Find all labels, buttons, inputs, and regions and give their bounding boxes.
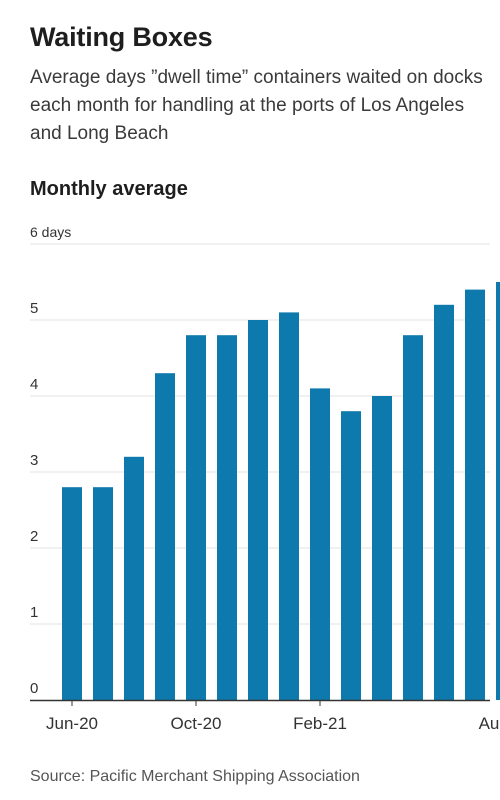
bar [310,388,330,700]
y-tick-label: 4 [30,376,38,393]
chart-subtitle: Average days ”dwell time” containers wai… [30,67,483,144]
bar [186,335,206,700]
bar [248,320,268,700]
x-tick-label: Feb-21 [293,714,347,733]
bar [217,335,237,700]
chart-title: Waiting Boxes [30,22,213,52]
bar [434,304,454,700]
section-label: Monthly average [30,178,188,200]
bar [403,335,423,700]
bar [372,396,392,700]
bar-chart: 0 1 2 3 4 5 6 days Jun-20 Oct-20 Feb-21 Aug-21 [30,224,500,733]
y-tick-label: 0 [30,680,38,697]
x-tick-label: Oct-20 [170,714,221,733]
x-tick-label: Aug-21 [479,714,500,733]
bar [155,373,175,700]
y-tick-label: 6 days [30,224,71,240]
y-tick-label: 2 [30,528,38,545]
bar [465,289,485,700]
bar [62,487,82,700]
bar [93,487,113,700]
bar [496,282,500,700]
y-tick-label: 3 [30,452,38,469]
bar [341,411,361,700]
bar [279,312,299,700]
y-tick-label: 1 [30,604,38,621]
x-tick-label: Jun-20 [46,714,98,733]
bar [124,456,144,700]
y-tick-label: 5 [30,300,38,317]
source-note: Source: Pacific Merchant Shipping Associ… [30,768,360,785]
